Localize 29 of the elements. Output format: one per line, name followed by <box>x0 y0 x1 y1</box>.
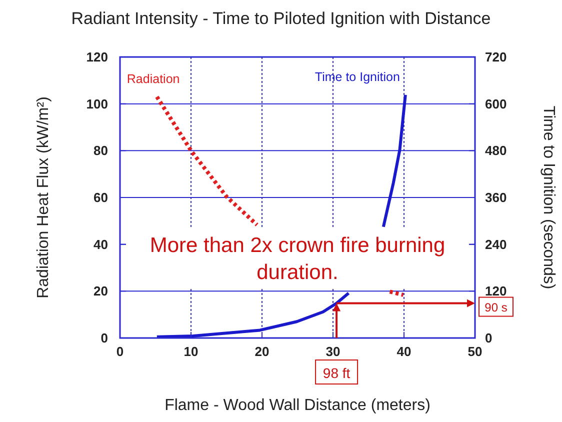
series-label: Radiation <box>126 72 180 86</box>
y2-tick-label: 720 <box>485 50 507 64</box>
annotation: More than 2x crown fire burning duration. <box>150 234 446 284</box>
y2-tick-label: 240 <box>485 236 507 252</box>
y2-tick-label: 360 <box>485 190 507 205</box>
y-tick-label: 120 <box>86 50 108 64</box>
y-tick-label: 40 <box>94 236 108 252</box>
chart-title: Radiant Intensity - Time to Piloted Ignition with Distance <box>71 9 491 28</box>
text: 98 ft <box>322 365 350 381</box>
x-tick-label: 50 <box>468 344 482 359</box>
y2-tick-label: 0 <box>485 330 492 346</box>
x-tick-label: 40 <box>396 344 412 359</box>
y-axis-title: Radiation Heat Flux (kW/m²) <box>35 96 52 298</box>
y2-axis-title: Time to Ignition (seconds) <box>540 106 557 290</box>
x-tick-label: 30 <box>326 344 340 359</box>
y2-tick-label: 600 <box>485 96 507 112</box>
y-tick-label: 20 <box>94 284 108 299</box>
x-axis-title: Flame - Wood Wall Distance (meters) <box>164 397 430 414</box>
y2-tick-label: 120 <box>485 284 507 299</box>
y-tick-label: 100 <box>86 96 108 112</box>
x-tick-label: 10 <box>184 344 198 359</box>
y-tick-label: 60 <box>94 190 108 205</box>
series-label: Time to Ignition <box>314 70 400 84</box>
y2-tick-label: 480 <box>485 143 507 158</box>
y-tick-label: 0 <box>100 330 108 346</box>
x-tick-label: 0 <box>116 344 124 359</box>
text: 90 s <box>484 300 508 314</box>
x-tick-label: 20 <box>254 344 270 359</box>
y-tick-label: 80 <box>94 143 108 158</box>
